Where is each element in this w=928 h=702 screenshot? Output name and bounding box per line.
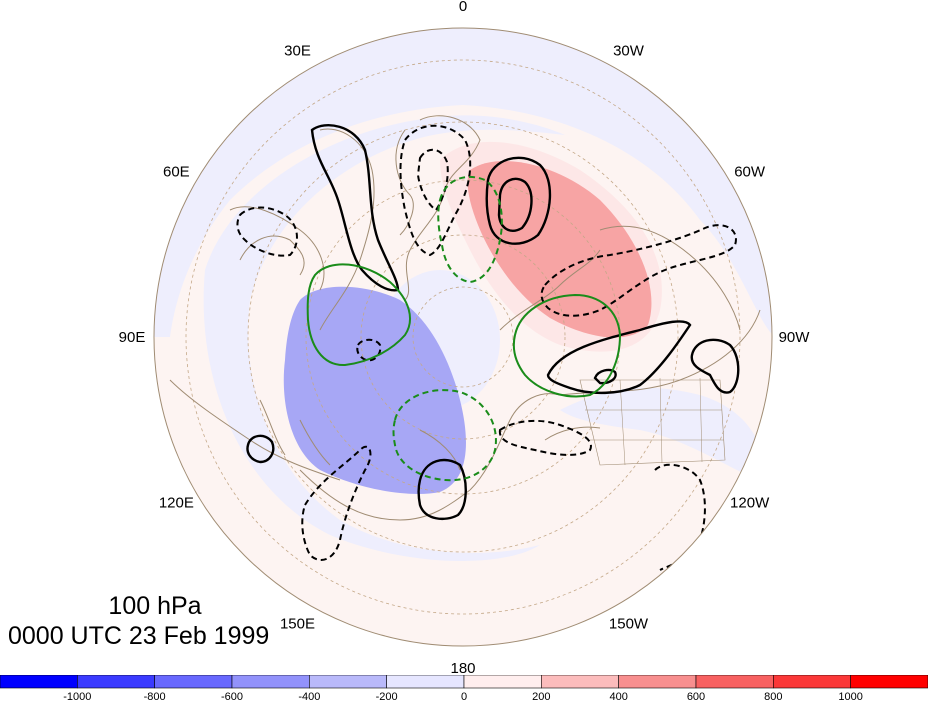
longitude-label: 30E bbox=[284, 42, 311, 59]
negative-contour-east-asia bbox=[301, 445, 372, 561]
green-contour-greenland bbox=[512, 293, 622, 398]
colorbar-box bbox=[154, 675, 233, 689]
colorbar-tick-label: -200 bbox=[376, 691, 398, 702]
colorbar-tick-label: -800 bbox=[144, 691, 166, 702]
positive-contour-atlantic-outer bbox=[485, 156, 552, 245]
colorbar-box bbox=[77, 675, 155, 689]
positive-contour-north-america bbox=[690, 338, 740, 394]
colorbar-box bbox=[773, 675, 851, 689]
colorbar-tick-label: -600 bbox=[221, 691, 243, 702]
colorbar-tick-label: 200 bbox=[532, 691, 550, 702]
colorbar-box bbox=[0, 675, 78, 689]
longitude-label: 60W bbox=[734, 164, 766, 181]
longitude-label: 150E bbox=[280, 616, 315, 633]
negative-contour-europe bbox=[399, 124, 472, 257]
colorbar-box bbox=[695, 675, 774, 689]
colorbar-tick-label: 1000 bbox=[838, 691, 862, 702]
colorbar-ticks: -1000 -800 -600 -400 -200 0 200 400 600 800 1000 bbox=[63, 691, 863, 702]
valid-time-label: 0000 UTC 23 Feb 1999 bbox=[8, 622, 270, 650]
colorbar-tick-label: 600 bbox=[687, 691, 705, 702]
negative-contour-alaska bbox=[498, 419, 592, 456]
shading-light-negative-ring bbox=[154, 28, 772, 337]
positive-contour-east-siberia bbox=[417, 458, 467, 521]
positive-contour-atlantic-inner bbox=[497, 177, 533, 232]
map-boundary bbox=[153, 27, 773, 647]
colorbar-box bbox=[850, 675, 928, 689]
colorbar-box bbox=[618, 675, 697, 689]
colorbar-box bbox=[463, 675, 542, 689]
negative-contour-small-siberia bbox=[356, 338, 382, 362]
colorbar-tick-label: 800 bbox=[764, 691, 782, 702]
longitude-label: 180 bbox=[450, 660, 475, 677]
longitude-label: 90W bbox=[779, 329, 811, 346]
pressure-level-label: 100 hPa bbox=[108, 592, 202, 620]
positive-contour-greenland bbox=[546, 320, 692, 395]
colorbar-box bbox=[541, 675, 619, 689]
longitude-label: 60E bbox=[163, 164, 190, 181]
colorbar: -1000 -800 -600 -400 -200 0 200 400 600 800 1000 bbox=[0, 675, 928, 702]
longitude-labels: 0 30W 60W 90W 120W 150W 180 150E 120E 90E 60E 30E bbox=[119, 0, 811, 677]
colorbar-tick-label: 400 bbox=[609, 691, 627, 702]
colorbar-tick-label: -1000 bbox=[63, 691, 91, 702]
positive-contour-central-asia bbox=[246, 434, 275, 464]
longitude-label: 120W bbox=[730, 495, 770, 512]
shading-positive-center-atlantic bbox=[467, 161, 652, 338]
colorbar-tick-label: -400 bbox=[298, 691, 320, 702]
negative-contour-canada-arctic bbox=[540, 224, 737, 317]
longitude-label: 0 bbox=[459, 0, 467, 15]
green-contours bbox=[306, 175, 622, 482]
colorbar-box bbox=[309, 675, 387, 689]
green-contour-urals bbox=[306, 263, 411, 367]
negative-contours bbox=[236, 124, 737, 571]
colorbar-tick-label: 0 bbox=[461, 691, 467, 702]
longitude-label: 120E bbox=[159, 495, 194, 512]
longitude-label: 30W bbox=[613, 42, 645, 59]
colorbar-box bbox=[231, 675, 310, 689]
longitude-label: 90E bbox=[119, 329, 146, 346]
longitude-label: 150W bbox=[609, 616, 649, 633]
green-contour-dashed-atlantic bbox=[437, 175, 503, 284]
negative-contour-west-siberia bbox=[236, 206, 298, 257]
colorbar-boxes bbox=[0, 675, 928, 689]
green-contour-dashed-bering bbox=[392, 389, 497, 482]
colorbar-box bbox=[386, 675, 465, 689]
shading-negative-center-siberia bbox=[283, 286, 466, 494]
